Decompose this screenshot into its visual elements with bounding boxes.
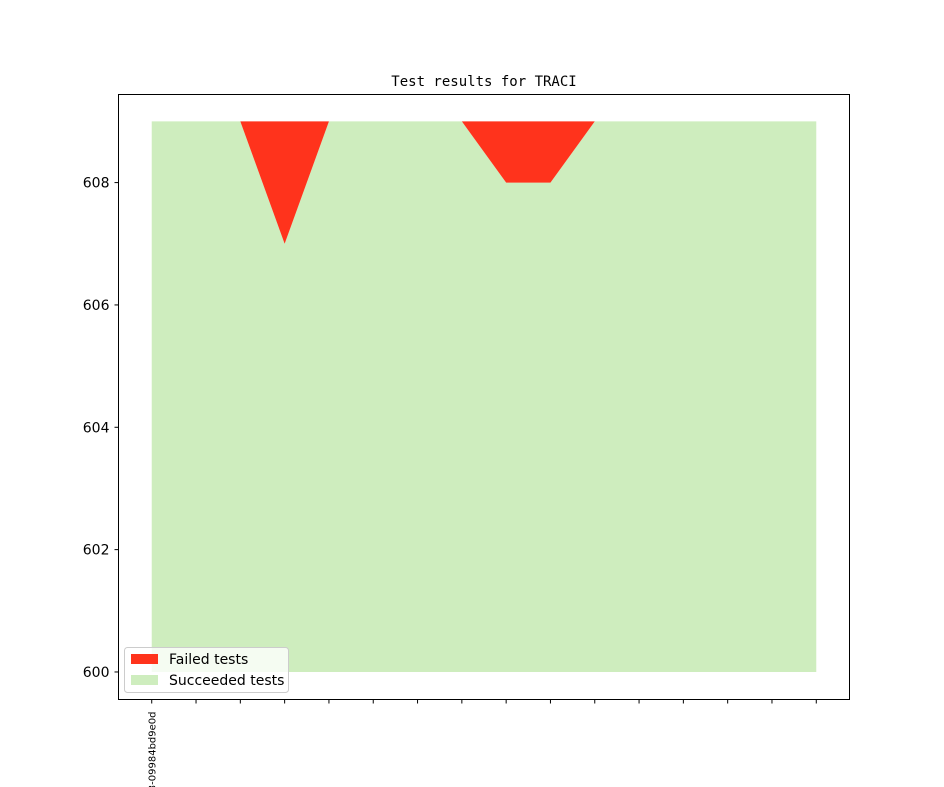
y-tick-label: 600 — [83, 665, 110, 681]
legend: Failed tests Succeeded tests — [124, 647, 289, 693]
y-axis: 600 602 604 606 608 — [83, 176, 119, 681]
legend-swatch-failed — [131, 654, 158, 664]
y-tick-label: 604 — [83, 420, 110, 436]
legend-box — [124, 647, 289, 693]
legend-label-succeeded: Succeeded tests — [169, 673, 284, 689]
x-tick-label: 3-09984bd9e0d — [148, 712, 159, 787]
legend-label-failed: Failed tests — [169, 652, 248, 668]
plot-area — [151, 121, 817, 672]
y-tick-label: 608 — [83, 176, 110, 192]
x-axis: 3-09984bd9e0d — [148, 699, 817, 787]
legend-swatch-succeeded — [131, 675, 158, 685]
axes-frame — [118, 94, 850, 700]
y-tick-label: 606 — [83, 298, 110, 314]
failed-tests-area — [151, 121, 817, 244]
chart-title: Test results for TRACI — [391, 74, 576, 90]
succeeded-tests-area — [151, 121, 817, 672]
y-tick-label: 602 — [83, 543, 110, 559]
